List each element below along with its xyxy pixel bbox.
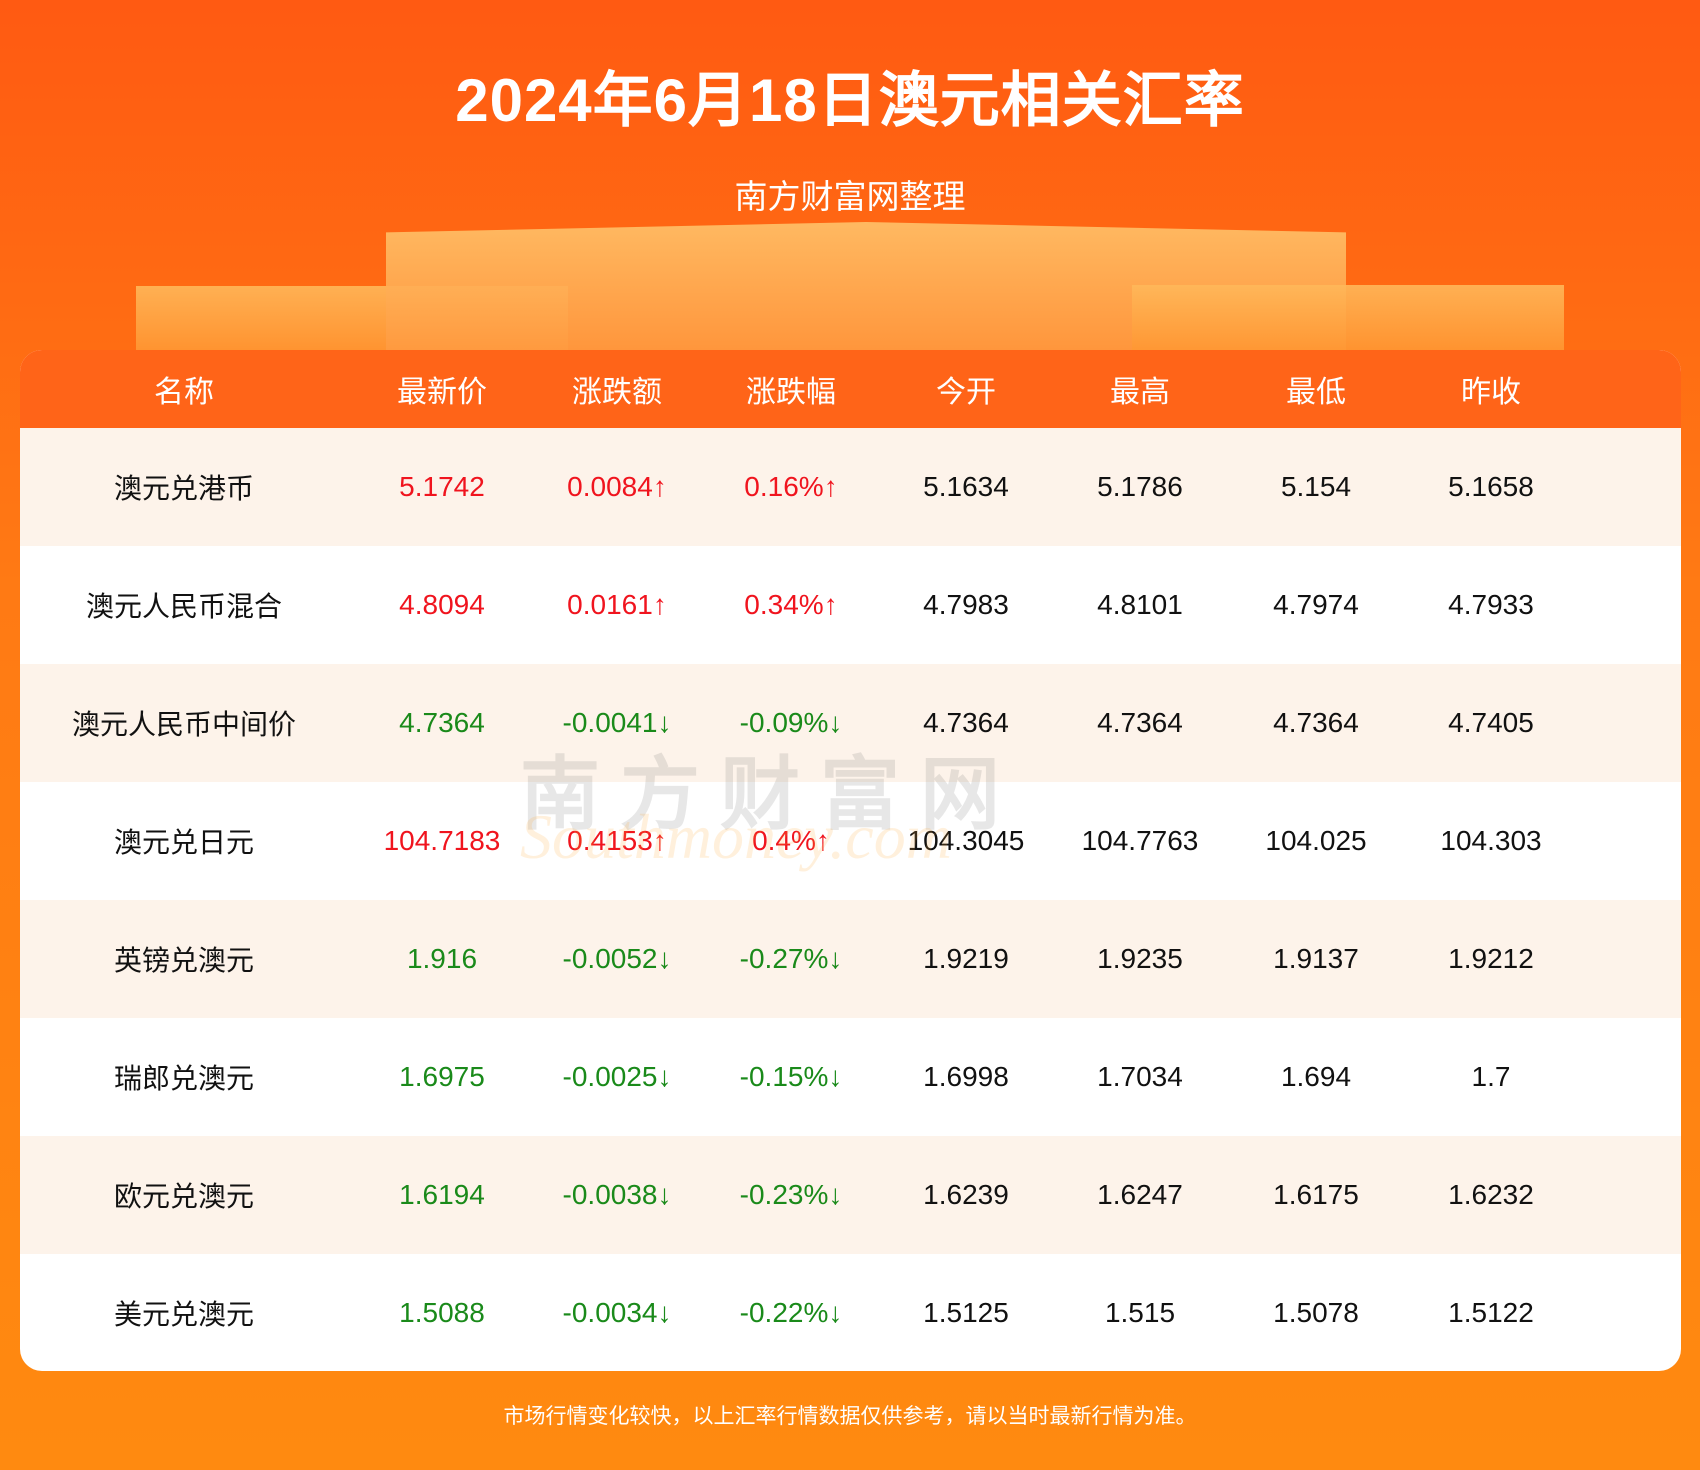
cell-change-percent: 0.34%↑ <box>744 589 838 620</box>
cell-prev-close: 4.7405 <box>1448 707 1534 738</box>
cell-name: 英镑兑澳元 <box>113 945 254 976</box>
cell-low: 5.154 <box>1280 471 1352 502</box>
cell-latest-price: 4.8094 <box>399 589 485 620</box>
cell-change-amount: -0.0041↓ <box>562 707 672 738</box>
cell-high: 4.8101 <box>1097 589 1183 620</box>
cell-open: 1.9219 <box>923 943 1009 974</box>
cell-high: 1.6247 <box>1097 1179 1183 1210</box>
cell-change-amount: -0.0025↓ <box>562 1061 672 1092</box>
cell-name: 澳元兑港币 <box>113 473 254 504</box>
cell-high: 104.7763 <box>1081 825 1199 856</box>
cell-latest-price: 104.7183 <box>383 825 501 856</box>
cell-change-amount: -0.0034↓ <box>562 1297 672 1328</box>
header-change-percent: 涨跌幅 <box>746 376 836 409</box>
cell-low: 1.6175 <box>1273 1179 1359 1210</box>
cell-prev-close: 1.9212 <box>1448 943 1534 974</box>
header-name: 名称 <box>154 376 214 409</box>
cell-low: 1.5078 <box>1273 1297 1359 1328</box>
exchange-rate-table: 名称 最新价 涨跌额 涨跌幅 今开 最高 最低 昨收 澳元兑港币 5.1742 0.0084↑ 0.… <box>20 350 1681 1371</box>
cell-high: 4.7364 <box>1097 707 1183 738</box>
table-row: 美元兑澳元 1.5088 -0.0034↓ -0.22%↓ 1.5125 1.515 1.5… <box>20 1254 1681 1371</box>
header-high: 最高 <box>1110 376 1170 409</box>
cell-change-percent: -0.22%↓ <box>739 1297 843 1328</box>
table-row: 澳元兑港币 5.1742 0.0084↑ 0.16%↑ 5.1634 5.1786 5.15… <box>20 428 1681 546</box>
table-row: 英镑兑澳元 1.916 -0.0052↓ -0.27%↓ 1.9219 1.9235 1.9… <box>20 900 1681 1018</box>
cell-latest-price: 4.7364 <box>399 707 485 738</box>
header-change-amount: 涨跌额 <box>572 376 662 409</box>
cell-prev-close: 104.303 <box>1440 825 1542 856</box>
cell-name: 澳元兑日元 <box>113 827 254 858</box>
cell-open: 5.1634 <box>923 471 1009 502</box>
cell-high: 1.515 <box>1104 1297 1176 1328</box>
header-low: 最低 <box>1286 376 1346 409</box>
table-row: 澳元人民币中间价 4.7364 -0.0041↓ -0.09%↓ 4.7364 4.736… <box>20 664 1681 782</box>
cell-prev-close: 4.7933 <box>1448 589 1534 620</box>
cell-low: 1.694 <box>1280 1061 1352 1092</box>
cell-change-amount: 0.0084↑ <box>567 471 667 502</box>
page-title: 2024年6月18日澳元相关汇率 <box>455 67 1245 134</box>
cell-low: 104.025 <box>1265 825 1367 856</box>
cell-name: 澳元人民币中间价 <box>71 709 296 740</box>
table-row: 瑞郎兑澳元 1.6975 -0.0025↓ -0.15%↓ 1.6998 1.7034 1.… <box>20 1018 1681 1136</box>
table-row: 澳元兑日元 104.7183 0.4153↑ 0.4%↑ 104.3045 104.776… <box>20 782 1681 900</box>
header-prev-close: 昨收 <box>1461 376 1521 409</box>
cell-prev-close: 1.6232 <box>1448 1179 1534 1210</box>
cell-change-percent: -0.09%↓ <box>739 707 843 738</box>
header-open: 今开 <box>936 376 996 409</box>
cell-change-amount: 0.4153↑ <box>567 825 667 856</box>
cell-latest-price: 1.6975 <box>399 1061 485 1092</box>
cell-low: 4.7364 <box>1273 707 1359 738</box>
cell-open: 4.7983 <box>923 589 1009 620</box>
cell-open: 1.5125 <box>923 1297 1009 1328</box>
cell-open: 1.6998 <box>923 1061 1009 1092</box>
cell-change-amount: -0.0038↓ <box>562 1179 672 1210</box>
cell-change-percent: -0.23%↓ <box>739 1179 843 1210</box>
cell-prev-close: 1.7 <box>1471 1061 1511 1092</box>
cell-prev-close: 5.1658 <box>1448 471 1534 502</box>
cell-latest-price: 1.6194 <box>399 1179 485 1210</box>
cell-low: 4.7974 <box>1273 589 1359 620</box>
cell-name: 澳元人民币混合 <box>85 591 282 622</box>
cell-change-amount: 0.0161↑ <box>567 589 667 620</box>
table-header: 名称 最新价 涨跌额 涨跌幅 今开 最高 最低 昨收 <box>20 350 1681 428</box>
cell-low: 1.9137 <box>1273 943 1359 974</box>
header-latest-price: 最新价 <box>397 376 487 409</box>
cell-open: 4.7364 <box>923 707 1009 738</box>
decorative-block <box>1132 285 1564 355</box>
cell-open: 1.6239 <box>923 1179 1009 1210</box>
cell-high: 1.7034 <box>1097 1061 1183 1092</box>
cell-change-amount: -0.0052↓ <box>562 943 672 974</box>
cell-open: 104.3045 <box>907 825 1025 856</box>
table-row: 欧元兑澳元 1.6194 -0.0038↓ -0.23%↓ 1.6239 1.6247 1.… <box>20 1136 1681 1254</box>
cell-change-percent: 0.4%↑ <box>752 825 830 856</box>
cell-high: 1.9235 <box>1097 943 1183 974</box>
cell-latest-price: 1.5088 <box>399 1297 485 1328</box>
cell-high: 5.1786 <box>1097 471 1183 502</box>
table-body: 澳元兑港币 5.1742 0.0084↑ 0.16%↑ 5.1634 5.1786 5.15… <box>20 428 1681 1371</box>
cell-latest-price: 5.1742 <box>399 471 485 502</box>
cell-change-percent: -0.27%↓ <box>739 943 843 974</box>
page-subtitle: 南方财富网整理 <box>734 178 966 215</box>
cell-prev-close: 1.5122 <box>1448 1297 1534 1328</box>
cell-name: 美元兑澳元 <box>113 1299 254 1330</box>
cell-change-percent: 0.16%↑ <box>744 471 838 502</box>
cell-name: 欧元兑澳元 <box>113 1181 254 1212</box>
table-row: 澳元人民币混合 4.8094 0.0161↑ 0.34%↑ 4.7983 4.8101 4.… <box>20 546 1681 664</box>
disclaimer: 市场行情变化较快，以上汇率行情数据仅供参考，请以当时最新行情为准。 <box>503 1405 1197 1428</box>
cell-change-percent: -0.15%↓ <box>739 1061 843 1092</box>
cell-latest-price: 1.916 <box>406 943 478 974</box>
cell-name: 瑞郎兑澳元 <box>113 1063 254 1094</box>
